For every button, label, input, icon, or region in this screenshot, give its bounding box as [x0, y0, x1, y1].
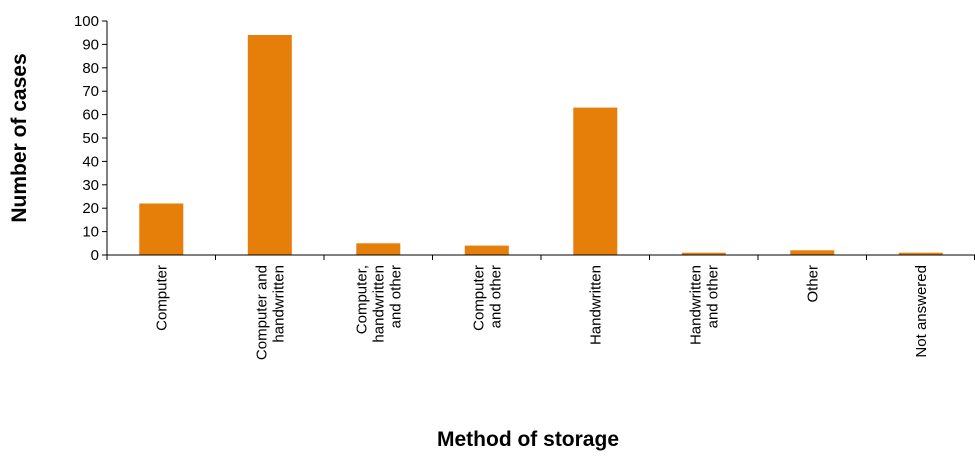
x-category-label: and other: [704, 265, 721, 328]
x-category-label: and other: [487, 265, 504, 328]
bar-2: [247, 35, 292, 255]
x-category-label: Other: [804, 265, 821, 303]
y-tick-label: 80: [82, 60, 99, 77]
y-tick-label: 10: [82, 224, 99, 241]
y-tick-label: 20: [82, 200, 99, 217]
y-tick-label: 100: [74, 13, 99, 30]
y-tick-label: 70: [82, 83, 99, 100]
y-ticks-layer: 0 10 20 30 40 50 60 70 80 90 100: [74, 13, 107, 264]
x-category-label: handwritten: [270, 265, 287, 343]
bar-1: [139, 203, 184, 255]
bar-4: [464, 245, 509, 255]
y-axis-title: Number of cases: [8, 53, 31, 222]
x-category-label: Computer: [153, 265, 170, 331]
x-category-label: Handwritten: [587, 265, 604, 345]
bar-5: [573, 107, 618, 255]
y-tick-label: 90: [82, 36, 99, 53]
x-axis-title: Method of storage: [437, 428, 619, 451]
y-tick-label: 40: [82, 153, 99, 170]
bar-8: [898, 252, 943, 255]
y-tick-label: 30: [82, 177, 99, 194]
x-category-label: handwritten: [370, 265, 387, 343]
bar-7: [790, 250, 835, 255]
bar-6: [681, 252, 726, 255]
y-tick-label: 50: [82, 130, 99, 147]
x-category-label: Computer and: [253, 265, 270, 360]
bar-3: [356, 243, 401, 255]
y-tick-label: 0: [91, 247, 99, 264]
x-category-label: Computer,: [353, 265, 370, 334]
x-category-label: Handwritten: [687, 265, 704, 345]
y-tick-label: 60: [82, 107, 99, 124]
x-category-label: Not answered: [913, 265, 930, 358]
bars-layer: [139, 35, 943, 255]
x-category-label: Computer: [470, 265, 487, 331]
x-category-label: and other: [387, 265, 404, 328]
axes-layer: [106, 21, 975, 260]
x-categories-layer: Computer Computer and handwritten Computer,…: [153, 265, 930, 360]
